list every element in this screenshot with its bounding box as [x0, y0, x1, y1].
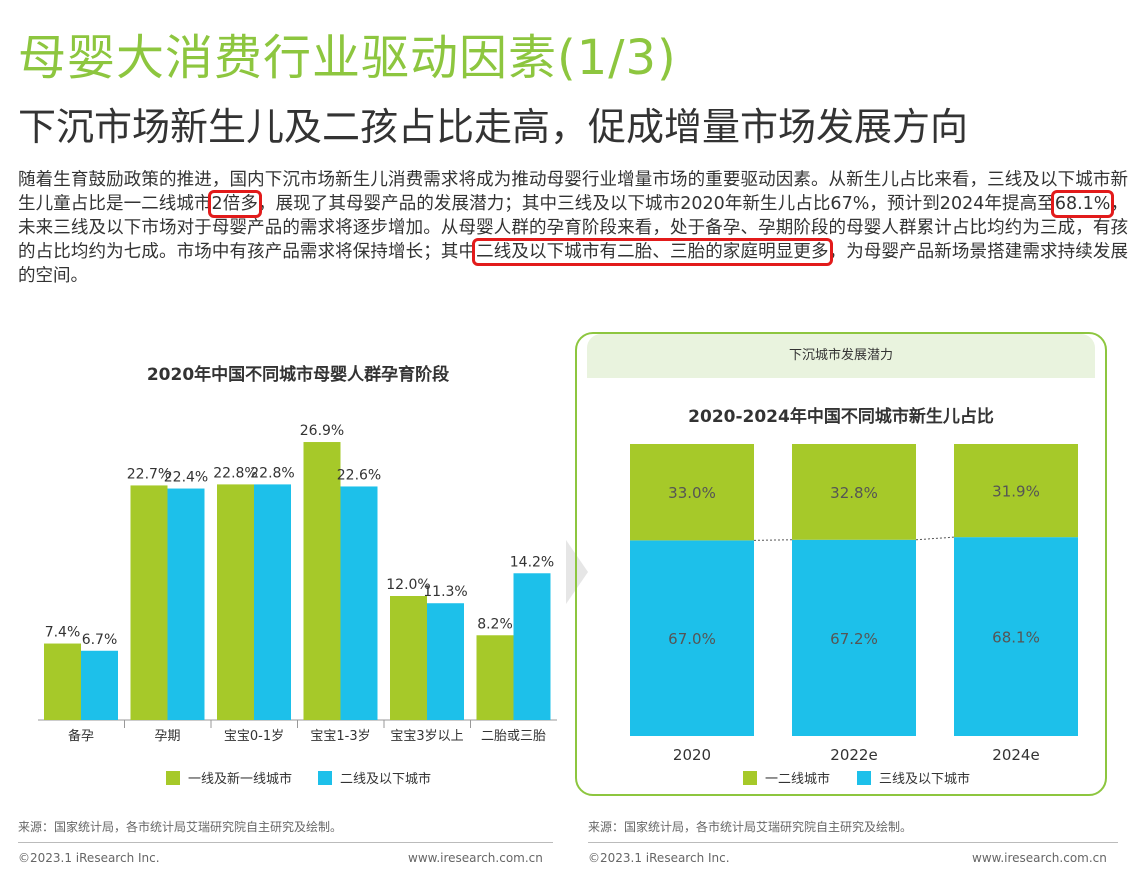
legend-swatch-tier1: [166, 771, 180, 785]
divider-right: [588, 842, 1118, 843]
intro-text-4: ，为母婴产品新场景搭建需求持续发展的空间。: [18, 242, 1129, 286]
bar-tier2-0: [81, 650, 118, 720]
page-title: 母婴大消费行业驱动因素(1/3): [18, 30, 677, 86]
bar-tier12-1: [792, 444, 916, 540]
data-label: 7.4%: [45, 625, 81, 641]
url-right: www.iresearch.com.cn: [972, 851, 1107, 865]
data-label: 22.7%: [127, 466, 171, 482]
data-label: 6.7%: [82, 632, 118, 648]
category-label: 宝宝3岁以上: [390, 729, 463, 744]
right-chart-panel: 下沉城市发展潜力: [575, 332, 1107, 796]
legend-label-tier3: 三线及以下城市: [879, 771, 970, 787]
chevron-right-icon: [566, 540, 588, 604]
intro-text-3: ，未来三线及以下市场对于母婴产品的需求将逐步增加。从母婴人群的孕育阶段来看，处于…: [18, 194, 1129, 262]
bar-tier12-0: [630, 444, 754, 541]
bar-tier2-5: [513, 573, 551, 720]
connector-line: [753, 539, 793, 541]
data-label: 31.9%: [992, 483, 1040, 501]
bar-tier1-5: [476, 635, 514, 720]
bar-tier1-3: [303, 442, 341, 720]
right-panel-header: 下沉城市发展潜力: [587, 334, 1095, 378]
category-label: 2020: [673, 746, 711, 764]
bar-tier3-1: [792, 539, 916, 736]
data-label: 22.8%: [250, 465, 294, 481]
data-label: 22.8%: [213, 465, 257, 481]
data-label: 22.6%: [337, 467, 381, 483]
divider-left: [18, 842, 553, 843]
bar-tier2-4: [427, 603, 464, 720]
category-label: 宝宝1-3岁: [310, 729, 370, 744]
page-subtitle: 下沉市场新生儿及二孩占比走高，促成增量市场发展方向: [18, 105, 969, 149]
bar-tier1-2: [217, 484, 254, 720]
data-label: 67.0%: [668, 630, 716, 648]
legend-swatch-tier3: [857, 771, 871, 785]
bar-tier1-4: [390, 596, 427, 720]
bar-tier1-1: [130, 485, 168, 720]
legend-label-tier2: 二线及以下城市: [340, 771, 431, 787]
connector-line: [915, 536, 955, 541]
chart-title: 2020-2024年中国不同城市新生儿占比: [688, 406, 994, 427]
category-label: 备孕: [68, 728, 94, 744]
copyright-left: ©2023.1 iResearch Inc.: [18, 851, 160, 865]
data-label: 12.0%: [386, 577, 430, 593]
legend-label-tier12: 一二线城市: [765, 771, 830, 787]
category-label: 2022e: [830, 746, 877, 764]
bar-tier2-3: [340, 486, 378, 720]
highlight-2x: 2倍多: [207, 190, 263, 218]
left-bar-chart: 2020年中国不同城市母婴人群孕育阶段 7.4% 6.7% 备孕 22.7%22.4% 孕…: [38, 364, 557, 787]
chart-title: 2020年中国不同城市母婴人群孕育阶段: [147, 364, 449, 385]
source-note-left: 来源：国家统计局，各市统计局艾瑞研究院自主研究及绘制。: [18, 820, 343, 834]
bar-tier2-2: [254, 484, 291, 720]
highlight-second-third-child: 二线及以下城市有二胎、三胎的家庭明显更多: [472, 238, 833, 266]
data-label: 32.8%: [830, 484, 878, 502]
bar-tier3-2: [954, 537, 1078, 736]
legend-label-tier1: 一线及新一线城市: [188, 771, 292, 787]
category-label: 2024e: [992, 746, 1039, 764]
category-label: 二胎或三胎: [481, 729, 546, 744]
bar-tier2-1: [167, 488, 205, 720]
data-label: 68.1%: [992, 629, 1040, 647]
url-left: www.iresearch.com.cn: [408, 851, 543, 865]
category-label: 宝宝0-1岁: [224, 729, 284, 744]
data-label: 11.3%: [423, 584, 467, 600]
right-stacked-bar-chart: 2020-2024年中国不同城市新生儿占比 67.0% 33.0% 2020 67.2%…: [630, 406, 1078, 787]
bar-tier3-0: [630, 540, 754, 736]
data-label: 8.2%: [477, 616, 513, 632]
legend-swatch-tier12: [743, 771, 757, 785]
source-note-right: 来源：国家统计局，各市统计局艾瑞研究院自主研究及绘制。: [588, 820, 913, 834]
category-label: 孕期: [154, 729, 180, 744]
data-label: 67.2%: [830, 630, 878, 648]
intro-text-1: 随着生育鼓励政策的推进，国内下沉市场新生儿消费需求将成为推动母婴行业增量市场的重…: [18, 170, 1128, 214]
highlight-68-1: 68.1%: [1050, 190, 1115, 218]
bar-tier1-0: [44, 643, 81, 720]
data-label: 22.4%: [164, 470, 208, 486]
data-label: 26.9%: [300, 423, 344, 439]
intro-paragraph: 随着生育鼓励政策的推进，国内下沉市场新生儿消费需求将成为推动母婴行业增量市场的重…: [18, 168, 1128, 288]
data-label: 33.0%: [668, 484, 716, 502]
legend-swatch-tier2: [318, 771, 332, 785]
data-label: 14.2%: [510, 554, 554, 570]
copyright-right: ©2023.1 iResearch Inc.: [588, 851, 730, 865]
intro-text-2: ，展现了其母婴产品的发展潜力；其中三线及以下城市2020年新生儿占比67%，预计…: [257, 194, 1055, 214]
bar-tier12-2: [954, 444, 1078, 538]
